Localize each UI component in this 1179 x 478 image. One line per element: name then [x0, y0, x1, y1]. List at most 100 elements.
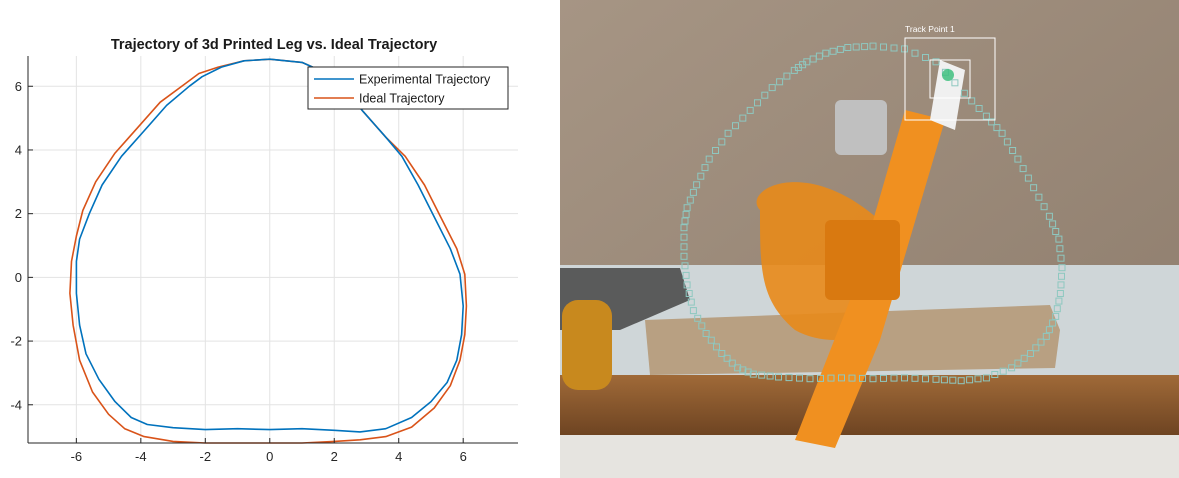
track-marker — [681, 262, 689, 270]
table-surface — [560, 435, 1179, 478]
series-layer — [69, 58, 468, 444]
legend-box — [307, 66, 509, 110]
track-marker — [993, 124, 1001, 132]
track-marker — [1057, 254, 1065, 262]
track-marker — [998, 129, 1006, 137]
track-marker — [836, 45, 844, 53]
track-marker — [1049, 319, 1057, 327]
track-marker — [806, 375, 814, 383]
track-marker — [707, 336, 715, 344]
track-marker — [1003, 138, 1011, 146]
track-marker — [999, 367, 1007, 375]
track-marker — [991, 371, 999, 378]
x-tick-label: 6 — [460, 449, 467, 464]
track-marker — [683, 204, 691, 212]
track-marker — [732, 122, 739, 130]
track-marker — [861, 43, 869, 51]
track-marker — [922, 54, 929, 61]
track-marker — [698, 322, 706, 330]
track-marker — [685, 290, 693, 297]
x-tick-label: 2 — [331, 449, 338, 464]
track-marker — [768, 84, 776, 92]
axes: -6 -4 -2 0 2 4 6 -4 -2 0 2 4 6 — [10, 56, 518, 464]
track-marker — [697, 172, 705, 180]
track-marker — [713, 343, 720, 351]
track-marker — [1024, 174, 1032, 182]
track-marker — [1058, 272, 1065, 280]
track-marker — [785, 374, 793, 382]
series-experimental-line — [75, 58, 465, 433]
leg-photo: Track Point 1 — [560, 0, 1179, 478]
track-marker — [739, 114, 747, 122]
chart-panel: -6 -4 -2 0 2 4 6 -4 -2 0 2 4 6 Trajectory of 3d Prin… — [0, 0, 560, 478]
track-marker — [744, 368, 752, 376]
track-marker — [982, 112, 990, 120]
left-motor — [562, 300, 612, 390]
shelf — [560, 375, 1179, 435]
track-marker — [1009, 147, 1017, 154]
chart-title: Trajectory of 3d Printed Leg vs. Ideal T… — [111, 37, 437, 53]
track-marker — [687, 298, 695, 306]
track-marker — [680, 224, 688, 232]
track-marker — [1042, 332, 1050, 340]
track-marker — [852, 43, 860, 51]
track-marker — [680, 233, 688, 241]
track-marker — [988, 118, 996, 126]
track-marker — [728, 359, 736, 367]
track-marker — [822, 49, 830, 57]
x-tick-label: -2 — [200, 449, 212, 464]
track-marker — [968, 97, 976, 105]
x-tick-label: 4 — [395, 449, 402, 464]
track-marker — [1027, 350, 1034, 357]
track-marker — [859, 374, 866, 382]
track-marker — [705, 155, 713, 163]
track-marker — [1040, 203, 1048, 211]
track-marker — [693, 181, 701, 189]
track-marker — [1057, 281, 1065, 289]
track-marker — [701, 164, 709, 172]
track-marker — [758, 371, 766, 379]
track-marker — [827, 374, 835, 382]
track-marker — [817, 374, 824, 382]
track-marker — [1052, 312, 1060, 320]
track-point-label: Track Point 1 — [905, 24, 955, 34]
track-marker — [723, 354, 731, 362]
track-marker — [974, 375, 982, 383]
track-marker — [1055, 235, 1063, 243]
track-marker — [712, 147, 719, 154]
track-marker — [1055, 297, 1063, 305]
y-tick-label: 4 — [15, 142, 22, 157]
track-marker — [681, 217, 689, 225]
track-marker — [949, 376, 957, 384]
track-marker — [901, 374, 908, 382]
y-tick-label: 6 — [15, 79, 22, 94]
track-marker — [718, 350, 726, 357]
track-marker — [880, 374, 887, 382]
series-ideal-line — [69, 58, 468, 444]
track-marker — [951, 79, 959, 87]
track-marker — [1030, 184, 1038, 192]
track-marker — [1045, 212, 1053, 220]
y-tick-label: -2 — [10, 334, 22, 349]
track-marker — [890, 374, 898, 382]
track-marker — [922, 375, 929, 383]
track-marker — [734, 364, 742, 372]
legend-label-experimental: Experimental Trajectory — [359, 73, 491, 87]
track-marker — [1052, 228, 1060, 235]
track-marker — [1032, 344, 1040, 352]
track-marker — [686, 196, 694, 204]
track-marker — [932, 58, 940, 66]
photo-scene: Track Point 1 — [560, 0, 1179, 478]
track-marker — [718, 138, 726, 146]
track-marker — [754, 99, 761, 107]
track-marker — [1008, 364, 1016, 372]
track-marker — [1053, 305, 1061, 313]
track-marker — [957, 377, 965, 385]
track-box-outer — [904, 37, 996, 121]
legend-label-ideal: Ideal Trajectory — [359, 92, 445, 106]
track-marker — [911, 49, 919, 57]
track-marker — [940, 376, 948, 384]
track-marker — [724, 129, 732, 137]
x-tick-label: 0 — [266, 449, 273, 464]
track-marker — [694, 314, 702, 322]
